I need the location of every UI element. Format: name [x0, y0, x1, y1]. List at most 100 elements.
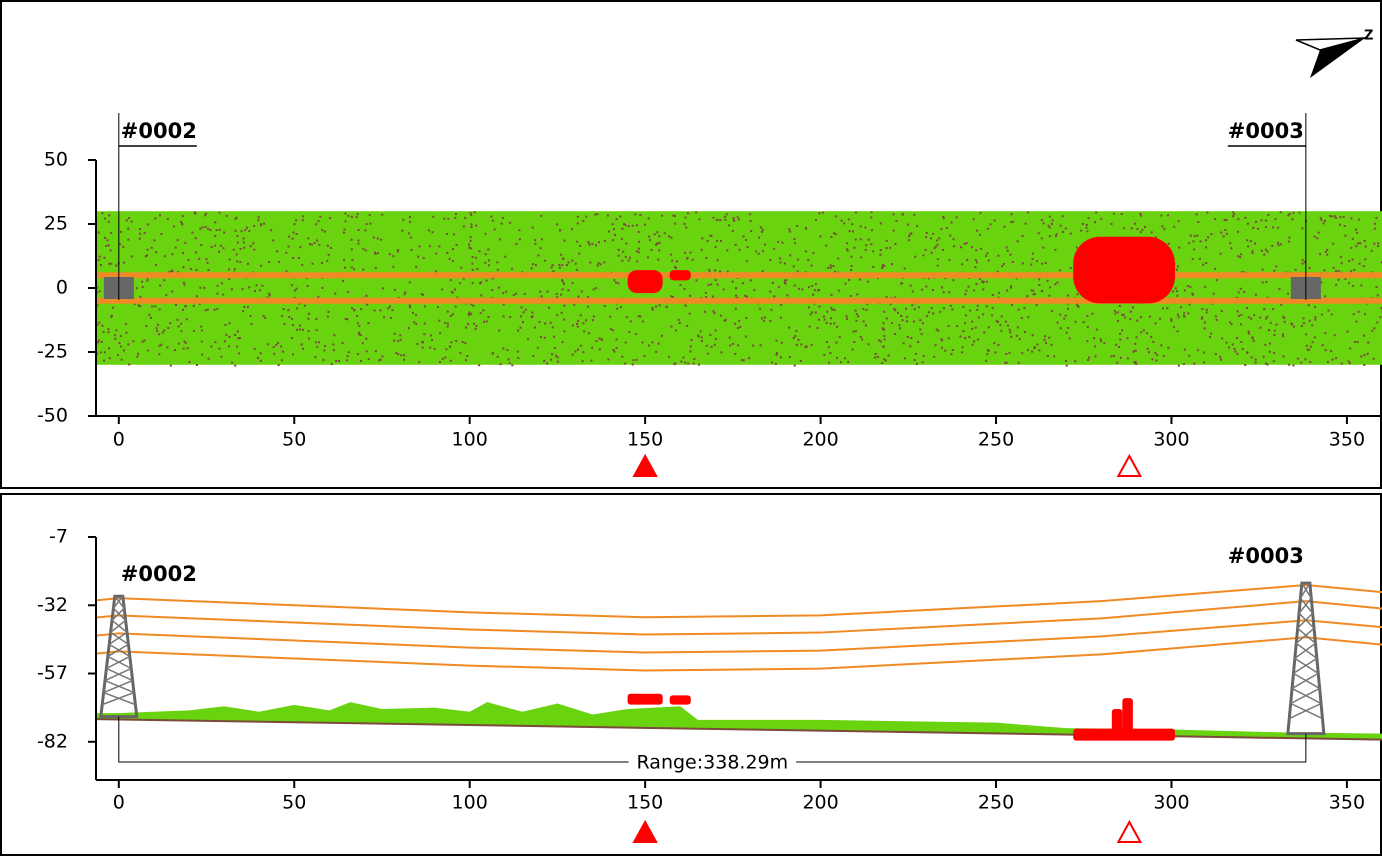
ground-point [292, 324, 294, 326]
ground-point [647, 256, 649, 258]
ground-point [1134, 223, 1136, 225]
ground-point [255, 284, 257, 286]
ground-point [277, 342, 279, 344]
ground-point [471, 263, 473, 265]
ground-point [847, 250, 849, 252]
ground-point [1038, 278, 1040, 280]
ground-point [857, 315, 859, 317]
ground-point [993, 342, 995, 344]
ground-point [1193, 248, 1195, 250]
ground-point [711, 346, 713, 348]
ground-point [429, 347, 431, 349]
ground-point [860, 225, 862, 227]
ground-point [1207, 236, 1209, 238]
ground-point [296, 288, 298, 290]
x-tick-label: 250 [978, 792, 1014, 814]
ground-point [823, 354, 825, 356]
ground-point [773, 295, 775, 297]
ground-point [501, 223, 503, 225]
ground-point [966, 242, 968, 244]
ground-point [916, 225, 918, 227]
ground-point [191, 232, 193, 234]
ground-point [1031, 289, 1033, 291]
ground-point [713, 312, 715, 314]
ground-point [1263, 254, 1265, 256]
ground-point [599, 348, 601, 350]
ground-point [735, 295, 737, 297]
ground-point [882, 264, 884, 266]
ground-point [884, 338, 886, 340]
ground-point [1224, 219, 1226, 221]
ground-point [136, 356, 138, 358]
ground-point [576, 241, 578, 243]
ground-point [1287, 214, 1289, 216]
ground-point [563, 319, 565, 321]
ground-point [1255, 358, 1257, 360]
ground-point [216, 308, 218, 310]
ground-point [214, 341, 216, 343]
ground-point [1184, 289, 1186, 291]
ground-point [214, 235, 216, 237]
ground-point [678, 319, 680, 321]
ground-point [298, 257, 300, 259]
ground-point [375, 350, 377, 352]
ground-point [285, 252, 287, 254]
ground-point [1140, 316, 1142, 318]
ground-point [450, 279, 452, 281]
ground-point [233, 249, 235, 251]
ground-point [617, 282, 619, 284]
ground-point [655, 351, 657, 353]
ground-point [480, 294, 482, 296]
ground-point [743, 359, 745, 361]
ground-point [808, 286, 810, 288]
ground-point [1210, 233, 1212, 235]
ground-point [1010, 221, 1012, 223]
ground-point [424, 305, 426, 307]
ground-point [595, 287, 597, 289]
ground-point [544, 323, 546, 325]
ground-point [1135, 363, 1137, 365]
ground-point [1244, 364, 1246, 366]
ground-point [982, 313, 984, 315]
ground-point [447, 218, 449, 220]
ground-point [438, 245, 440, 247]
ground-point [829, 352, 831, 354]
ground-point [553, 336, 555, 338]
ground-point [1147, 348, 1149, 350]
ground-point [357, 213, 359, 215]
ground-point [658, 235, 660, 237]
ground-point [962, 306, 964, 308]
ground-point [808, 306, 810, 308]
ground-point [247, 263, 249, 265]
ground-point [208, 358, 210, 360]
tower-lattice [104, 681, 134, 693]
ground-point [1051, 344, 1053, 346]
ground-point [466, 355, 468, 357]
ground-point [1308, 349, 1310, 351]
ground-point [638, 241, 640, 243]
ground-point [1226, 342, 1228, 344]
ground-point [1027, 211, 1029, 213]
ground-point [798, 288, 800, 290]
ground-point [486, 280, 488, 282]
ground-point [139, 238, 141, 240]
ground-point [1188, 355, 1190, 357]
ground-point [1240, 323, 1242, 325]
ground-point [539, 291, 541, 293]
ground-point [228, 345, 230, 347]
ground-point [1355, 245, 1357, 247]
ground-point [588, 332, 590, 334]
ground-point [132, 340, 134, 342]
ground-point [737, 327, 739, 329]
ground-point [1094, 355, 1096, 357]
ground-point [1257, 228, 1259, 230]
ground-point [1178, 220, 1180, 222]
ground-point [689, 295, 691, 297]
ground-point [462, 341, 464, 343]
ground-point [1220, 359, 1222, 361]
ground-point [593, 288, 595, 290]
ground-point [1277, 242, 1279, 244]
ground-point [1119, 305, 1121, 307]
ground-point [1268, 329, 1270, 331]
ground-point [1041, 263, 1043, 265]
